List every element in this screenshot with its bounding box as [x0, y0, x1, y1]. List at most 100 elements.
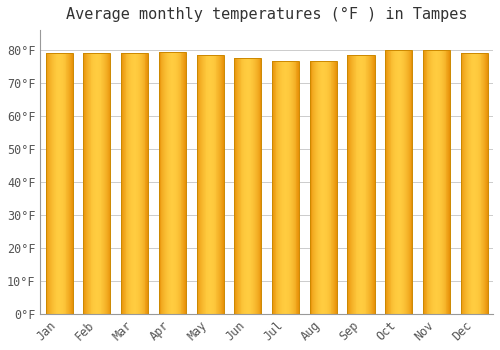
Bar — [402, 50, 404, 314]
Bar — [434, 50, 436, 314]
Bar — [385, 50, 386, 314]
Bar — [358, 55, 359, 314]
Bar — [90, 53, 92, 314]
Bar — [292, 61, 293, 314]
Bar — [387, 50, 388, 314]
Bar — [107, 53, 108, 314]
Bar — [159, 51, 160, 314]
Bar — [216, 55, 218, 314]
Bar — [252, 58, 253, 314]
Bar — [448, 50, 449, 314]
Bar — [280, 61, 281, 314]
Bar — [460, 53, 462, 314]
Bar — [324, 61, 325, 314]
Bar — [87, 53, 88, 314]
Bar — [348, 55, 374, 314]
Bar — [475, 53, 476, 314]
Bar — [296, 61, 298, 314]
Bar — [222, 55, 223, 314]
Bar — [444, 50, 446, 314]
Bar — [400, 50, 402, 314]
Bar — [486, 53, 487, 314]
Bar — [70, 53, 71, 314]
Bar — [204, 55, 206, 314]
Bar — [102, 53, 103, 314]
Bar — [64, 53, 66, 314]
Bar — [172, 51, 174, 314]
Bar — [436, 50, 438, 314]
Bar — [429, 50, 430, 314]
Bar — [176, 51, 177, 314]
Bar — [244, 58, 245, 314]
Bar — [144, 53, 146, 314]
Bar — [52, 53, 53, 314]
Bar — [72, 53, 73, 314]
Bar — [236, 58, 237, 314]
Bar — [258, 58, 260, 314]
Bar — [84, 53, 110, 314]
Bar — [235, 58, 236, 314]
Bar — [141, 53, 142, 314]
Bar — [348, 55, 349, 314]
Bar — [361, 55, 362, 314]
Bar — [221, 55, 222, 314]
Bar — [293, 61, 294, 314]
Bar — [466, 53, 467, 314]
Bar — [398, 50, 400, 314]
Bar — [298, 61, 299, 314]
Bar — [61, 53, 62, 314]
Bar — [255, 58, 256, 314]
Bar — [46, 53, 48, 314]
Bar — [460, 53, 488, 314]
Bar — [353, 55, 354, 314]
Bar — [396, 50, 397, 314]
Bar — [360, 55, 361, 314]
Bar — [370, 55, 371, 314]
Bar — [390, 50, 392, 314]
Bar — [316, 61, 317, 314]
Bar — [175, 51, 176, 314]
Bar — [182, 51, 183, 314]
Bar — [160, 51, 162, 314]
Bar — [394, 50, 395, 314]
Bar — [356, 55, 358, 314]
Bar — [237, 58, 238, 314]
Bar — [483, 53, 484, 314]
Bar — [395, 50, 396, 314]
Bar — [449, 50, 450, 314]
Bar — [388, 50, 389, 314]
Bar — [170, 51, 172, 314]
Bar — [184, 51, 185, 314]
Bar — [245, 58, 246, 314]
Bar — [239, 58, 240, 314]
Bar — [478, 53, 480, 314]
Bar — [196, 55, 198, 314]
Bar — [433, 50, 434, 314]
Bar — [126, 53, 128, 314]
Bar — [105, 53, 106, 314]
Bar — [97, 53, 98, 314]
Bar — [462, 53, 464, 314]
Bar — [322, 61, 324, 314]
Bar — [439, 50, 440, 314]
Bar — [134, 53, 136, 314]
Bar — [359, 55, 360, 314]
Bar — [406, 50, 407, 314]
Bar — [254, 58, 255, 314]
Bar — [446, 50, 448, 314]
Bar — [200, 55, 201, 314]
Bar — [315, 61, 316, 314]
Bar — [283, 61, 284, 314]
Bar — [288, 61, 289, 314]
Bar — [206, 55, 208, 314]
Bar — [223, 55, 224, 314]
Bar — [441, 50, 442, 314]
Bar — [213, 55, 214, 314]
Bar — [63, 53, 64, 314]
Bar — [282, 61, 283, 314]
Bar — [100, 53, 102, 314]
Bar — [199, 55, 200, 314]
Bar — [487, 53, 488, 314]
Bar — [234, 58, 235, 314]
Bar — [477, 53, 478, 314]
